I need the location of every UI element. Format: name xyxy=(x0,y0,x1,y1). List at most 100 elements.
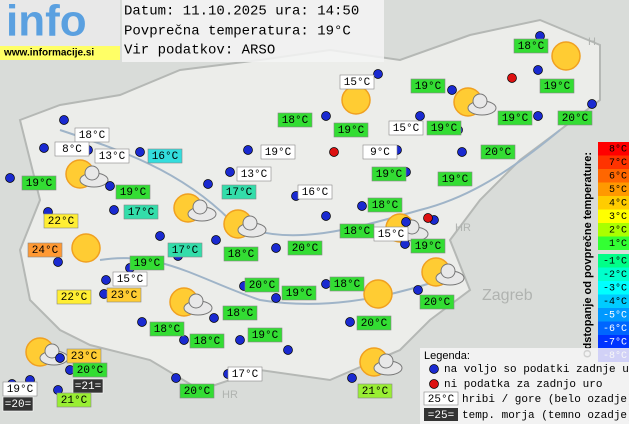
scale-swatch xyxy=(598,182,629,196)
station-dot xyxy=(447,85,457,95)
station-dot xyxy=(203,179,213,189)
temp-label-box xyxy=(419,294,455,310)
temp-label: 15°C xyxy=(344,77,371,89)
temp-label-box xyxy=(106,287,142,303)
temp-label-box xyxy=(189,333,225,349)
temp-label-box xyxy=(94,148,130,164)
temp-label: 13°C xyxy=(241,169,268,181)
temp-label-box xyxy=(112,271,148,287)
temp-label: 19°C xyxy=(376,169,403,181)
scale-label: -1°C xyxy=(603,256,627,268)
legend-sea-box xyxy=(424,408,458,421)
map-label: H xyxy=(588,36,596,48)
temp-label-box xyxy=(115,184,151,200)
temp-label-box xyxy=(74,127,110,143)
station-dot xyxy=(283,345,293,355)
temp-label: 19°C xyxy=(415,241,442,253)
temp-label-box xyxy=(367,197,403,213)
station-dot xyxy=(533,111,543,121)
scale-swatch xyxy=(598,267,629,281)
temp-label: 8°C xyxy=(62,144,82,156)
scale-label: 4°C xyxy=(609,198,627,210)
temp-label-box xyxy=(227,366,263,382)
cloud xyxy=(378,353,394,369)
station-dot xyxy=(101,275,111,285)
missing-dot xyxy=(329,147,339,157)
temp-label-box xyxy=(27,242,63,258)
temp-label-box xyxy=(371,166,407,182)
station-dot xyxy=(53,257,63,267)
station-dot xyxy=(401,217,411,227)
temp-label-box xyxy=(147,148,183,164)
temp-label-box xyxy=(410,78,446,94)
temp-label: 20°C xyxy=(292,243,319,255)
logo: info xyxy=(6,0,87,46)
scale-label: -6°C xyxy=(603,323,627,335)
station-dot xyxy=(345,317,355,327)
temp-label: 18°C xyxy=(154,324,181,336)
temp-label: 15°C xyxy=(117,274,144,286)
temp-label-box xyxy=(56,289,92,305)
station-dot xyxy=(5,173,15,183)
scale-swatch xyxy=(598,335,629,349)
temp-label: 19°C xyxy=(134,258,161,270)
scale-label: 8°C xyxy=(609,144,627,156)
legend-sea-sample: =25= xyxy=(428,410,454,422)
cloud xyxy=(192,199,208,215)
scale-label: -7°C xyxy=(603,337,627,349)
sun xyxy=(71,233,101,263)
temp-label-box xyxy=(480,144,516,160)
temp-label-box xyxy=(123,204,159,220)
temp-label: 19°C xyxy=(252,330,279,342)
temp-label-box xyxy=(2,381,38,397)
temp-label: 19°C xyxy=(338,125,365,137)
scale-label: 5°C xyxy=(609,184,627,196)
scale-label: -2°C xyxy=(603,269,627,281)
scale-swatch xyxy=(598,308,629,322)
temp-label: 19°C xyxy=(431,123,458,135)
temp-label: 23°C xyxy=(71,351,98,363)
map-label: Zagreb xyxy=(482,287,533,304)
temp-label-box xyxy=(167,242,203,258)
station-dot xyxy=(373,69,383,79)
legend-text: na voljo so podatki zadnje ure xyxy=(444,364,629,376)
station-dot xyxy=(235,335,245,345)
temp-label-box xyxy=(329,276,365,292)
header-box xyxy=(122,0,384,62)
station-dot xyxy=(105,181,115,191)
temp-label: 20°C xyxy=(424,297,451,309)
scale-swatch xyxy=(598,281,629,295)
temp-label: 19°C xyxy=(7,384,34,396)
temp-label-box xyxy=(539,78,575,94)
temp-label: 16°C xyxy=(302,187,329,199)
temp-label-box xyxy=(388,120,424,136)
scale-title: Odstopanje od povprečne temperature: xyxy=(582,152,594,358)
temp-label-box xyxy=(54,141,90,157)
temp-label: 18°C xyxy=(372,200,399,212)
temp-label: 19°C xyxy=(502,113,529,125)
scale-label: 7°C xyxy=(609,157,627,169)
avg-line: Povprečna temperatura: 19°C xyxy=(124,24,351,40)
scale-label: 6°C xyxy=(609,171,627,183)
temp-label-box xyxy=(260,144,296,160)
temp-label-box xyxy=(333,122,369,138)
temp-label: 19°C xyxy=(415,81,442,93)
scale-label: 1°C xyxy=(609,238,627,250)
scale-swatch xyxy=(598,223,629,237)
temp-label-box xyxy=(247,327,283,343)
temp-label: 18°C xyxy=(228,249,255,261)
site-url: www.informacije.si xyxy=(3,48,94,59)
temp-label: 17°C xyxy=(172,245,199,257)
station-dot xyxy=(135,147,145,157)
sun xyxy=(363,279,393,309)
station-dot xyxy=(211,235,221,245)
legend-text: ni podatka za zadnjo uro xyxy=(444,379,602,391)
date-line: Datum: 11.10.2025 ura: 14:50 xyxy=(124,4,359,20)
scale-swatch xyxy=(598,294,629,308)
temp-label: 20°C xyxy=(249,280,276,292)
legend-text: hribi / gore (belo ozadje) xyxy=(462,394,629,406)
temp-label-box xyxy=(72,362,108,378)
temp-label: 18°C xyxy=(518,41,545,53)
temp-label-box xyxy=(129,255,165,271)
station-dot xyxy=(321,111,331,121)
